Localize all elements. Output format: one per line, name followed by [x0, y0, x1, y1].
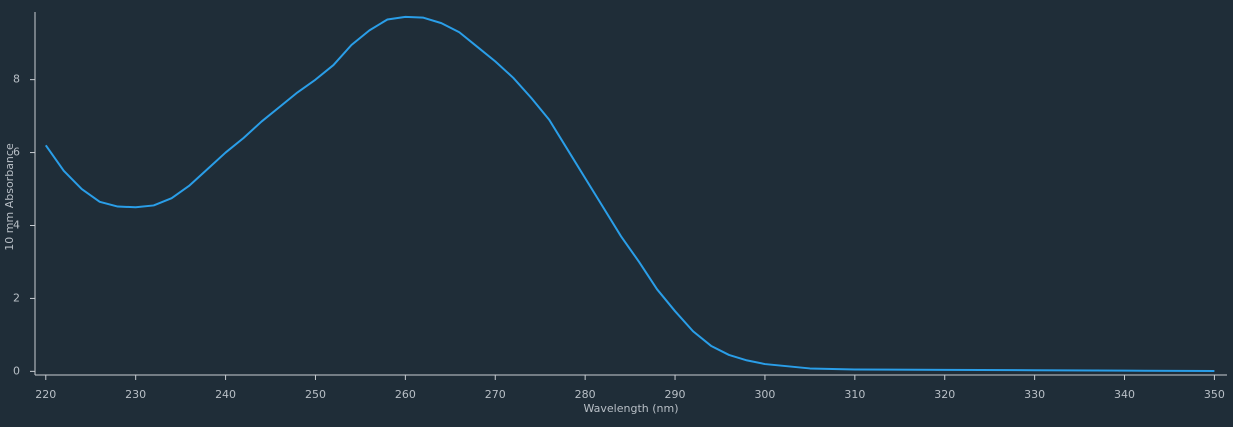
x-tick-label: 310 — [844, 388, 865, 401]
x-tick-label: 300 — [754, 388, 775, 401]
x-tick-label: 240 — [215, 388, 236, 401]
y-tick-label: 0 — [13, 364, 20, 377]
x-tick-label: 320 — [934, 388, 955, 401]
data-line — [44, 15, 1215, 372]
x-tick-label: 340 — [1114, 388, 1135, 401]
x-tick-label: 220 — [35, 388, 56, 401]
x-tick-label: 270 — [485, 388, 506, 401]
y-tick-label: 8 — [13, 73, 20, 86]
x-axis-label: Wavelength (nm) — [583, 402, 678, 415]
x-tick-label: 260 — [395, 388, 416, 401]
x-tick-label: 230 — [125, 388, 146, 401]
x-tick-label: 350 — [1204, 388, 1225, 401]
y-axis-label: 10 mm Absorbance — [3, 143, 16, 251]
x-tick-label: 290 — [665, 388, 686, 401]
x-tick-label: 330 — [1024, 388, 1045, 401]
x-tick-label: 280 — [575, 388, 596, 401]
y-tick-label: 2 — [13, 291, 20, 304]
y-tick-label: 4 — [13, 218, 20, 231]
y-tick-label: 6 — [13, 146, 20, 159]
x-tick-label: 250 — [305, 388, 326, 401]
